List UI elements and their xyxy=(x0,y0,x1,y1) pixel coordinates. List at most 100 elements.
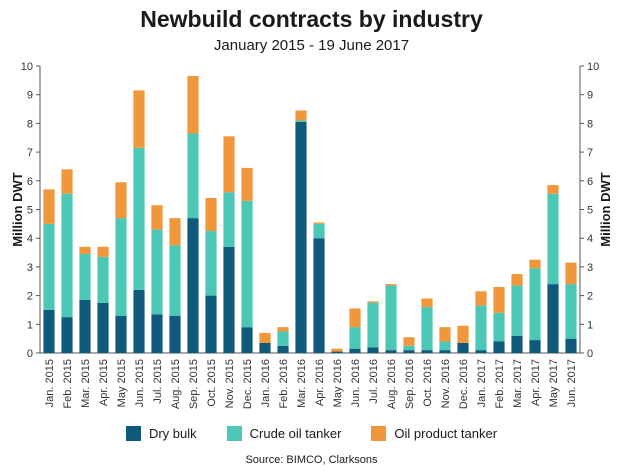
bar-oil-product-tanker-14 xyxy=(295,110,307,121)
bar-oil-product-tanker-15 xyxy=(313,222,325,224)
bar-crude-oil-tanker-4 xyxy=(115,218,127,316)
bar-dry-bulk-2 xyxy=(79,299,91,353)
bar-dry-bulk-16 xyxy=(331,351,343,353)
bar-oil-product-tanker-2 xyxy=(79,246,91,254)
bar-oil-product-tanker-16 xyxy=(331,348,343,352)
x-tick-label: Jan. 2015 xyxy=(44,359,56,407)
legend-swatch-oil-product-tanker xyxy=(371,426,387,441)
x-tick-label: Oct. 2016 xyxy=(422,359,434,407)
y-tick-label-left: 10 xyxy=(21,61,33,73)
x-tick-label: Jan. 2016 xyxy=(260,359,272,407)
bar-crude-oil-tanker-14 xyxy=(295,120,307,122)
bar-dry-bulk-20 xyxy=(403,350,415,353)
bar-dry-bulk-24 xyxy=(475,350,487,353)
x-tick-label: Jul. 2015 xyxy=(152,359,164,404)
bar-dry-bulk-26 xyxy=(511,335,523,353)
chart-source: Source: BIMCO, Clarksons xyxy=(245,454,378,466)
bar-oil-product-tanker-19 xyxy=(385,284,397,286)
bar-crude-oil-tanker-20 xyxy=(403,345,415,351)
y-tick-label-right: 0 xyxy=(587,348,593,360)
bar-dry-bulk-27 xyxy=(529,340,541,353)
bar-dry-bulk-1 xyxy=(61,317,73,353)
bar-crude-oil-tanker-25 xyxy=(493,312,505,342)
x-tick-label: Mar. 2015 xyxy=(80,359,92,408)
bar-crude-oil-tanker-29 xyxy=(565,284,577,339)
y-tick-label-right: 1 xyxy=(587,319,593,331)
y-tick-label-left: 2 xyxy=(27,291,33,303)
bar-dry-bulk-19 xyxy=(385,350,397,353)
bar-dry-bulk-7 xyxy=(169,315,181,353)
x-tick-label: Nov. 2015 xyxy=(224,359,236,408)
legend-item-oil-product-tanker: Oil product tanker xyxy=(371,426,497,441)
bar-crude-oil-tanker-7 xyxy=(169,245,181,316)
x-tick-label: Jan. 2017 xyxy=(476,359,488,407)
y-tick-label-left: 7 xyxy=(27,147,33,159)
bar-crude-oil-tanker-17 xyxy=(349,327,361,349)
bar-oil-product-tanker-13 xyxy=(277,327,289,332)
bar-crude-oil-tanker-10 xyxy=(223,192,235,247)
bar-oil-product-tanker-1 xyxy=(61,169,73,194)
bar-dry-bulk-10 xyxy=(223,246,235,353)
y-tick-label-right: 9 xyxy=(587,90,593,102)
y-tick-label-right: 5 xyxy=(587,205,593,217)
y-tick-label-right: 3 xyxy=(587,262,593,274)
bar-oil-product-tanker-6 xyxy=(151,205,163,230)
x-tick-label: Apr. 2015 xyxy=(98,359,110,406)
bar-oil-product-tanker-29 xyxy=(565,262,577,285)
x-tick-label: Apr. 2016 xyxy=(314,359,326,406)
x-tick-label: May 2017 xyxy=(548,359,560,407)
bar-oil-product-tanker-9 xyxy=(205,198,217,232)
bar-oil-product-tanker-22 xyxy=(439,327,451,342)
bar-dry-bulk-22 xyxy=(439,350,451,353)
bar-dry-bulk-15 xyxy=(313,238,325,353)
y-tick-label-left: 0 xyxy=(27,348,33,360)
y-axis-label-right: Million DWT xyxy=(598,172,613,246)
bar-dry-bulk-14 xyxy=(295,121,307,353)
bar-dry-bulk-0 xyxy=(43,309,55,353)
bar-oil-product-tanker-17 xyxy=(349,308,361,328)
bar-dry-bulk-29 xyxy=(565,338,577,353)
bar-crude-oil-tanker-6 xyxy=(151,229,163,315)
y-tick-label-left: 1 xyxy=(27,319,33,331)
chart-legend: Dry bulk Crude oil tanker Oil product ta… xyxy=(0,426,623,441)
x-tick-label: Nov. 2016 xyxy=(440,359,452,408)
x-tick-label: Dec. 2015 xyxy=(242,359,254,409)
legend-label-crude-oil-tanker: Crude oil tanker xyxy=(249,426,342,441)
bar-dry-bulk-28 xyxy=(547,284,559,353)
bar-crude-oil-tanker-0 xyxy=(43,223,55,310)
bar-oil-product-tanker-18 xyxy=(367,301,379,303)
bar-crude-oil-tanker-5 xyxy=(133,147,145,290)
y-tick-label-left: 5 xyxy=(27,205,33,217)
bar-oil-product-tanker-24 xyxy=(475,291,487,306)
bar-oil-product-tanker-20 xyxy=(403,337,415,346)
bar-crude-oil-tanker-21 xyxy=(421,307,433,351)
legend-label-oil-product-tanker: Oil product tanker xyxy=(394,426,498,441)
bar-dry-bulk-25 xyxy=(493,341,505,353)
bar-oil-product-tanker-21 xyxy=(421,298,433,308)
bar-dry-bulk-8 xyxy=(187,218,199,353)
x-tick-label: Jun. 2017 xyxy=(566,359,578,407)
bar-dry-bulk-23 xyxy=(457,342,469,353)
y-tick-label-right: 7 xyxy=(587,147,593,159)
bar-crude-oil-tanker-27 xyxy=(529,268,541,341)
y-axis-label-left: Million DWT xyxy=(10,172,25,246)
legend-label-dry-bulk: Dry bulk xyxy=(148,426,197,441)
bar-dry-bulk-12 xyxy=(259,342,271,353)
bar-dry-bulk-13 xyxy=(277,345,289,353)
x-tick-label: May 2016 xyxy=(332,359,344,407)
bar-crude-oil-tanker-2 xyxy=(79,253,91,300)
x-tick-label: Feb. 2015 xyxy=(62,359,74,409)
y-tick-label-left: 9 xyxy=(27,90,33,102)
bar-crude-oil-tanker-28 xyxy=(547,193,559,285)
bar-oil-product-tanker-28 xyxy=(547,185,559,194)
bar-crude-oil-tanker-18 xyxy=(367,302,379,348)
y-tick-label-right: 4 xyxy=(587,233,593,245)
x-tick-label: May 2015 xyxy=(116,359,128,407)
x-tick-label: Aug. 2015 xyxy=(170,359,182,409)
bar-dry-bulk-5 xyxy=(133,289,145,353)
x-tick-label: Oct. 2015 xyxy=(206,359,218,407)
bar-crude-oil-tanker-11 xyxy=(241,200,253,328)
bar-dry-bulk-21 xyxy=(421,350,433,353)
bar-dry-bulk-18 xyxy=(367,347,379,353)
bar-crude-oil-tanker-8 xyxy=(187,133,199,219)
